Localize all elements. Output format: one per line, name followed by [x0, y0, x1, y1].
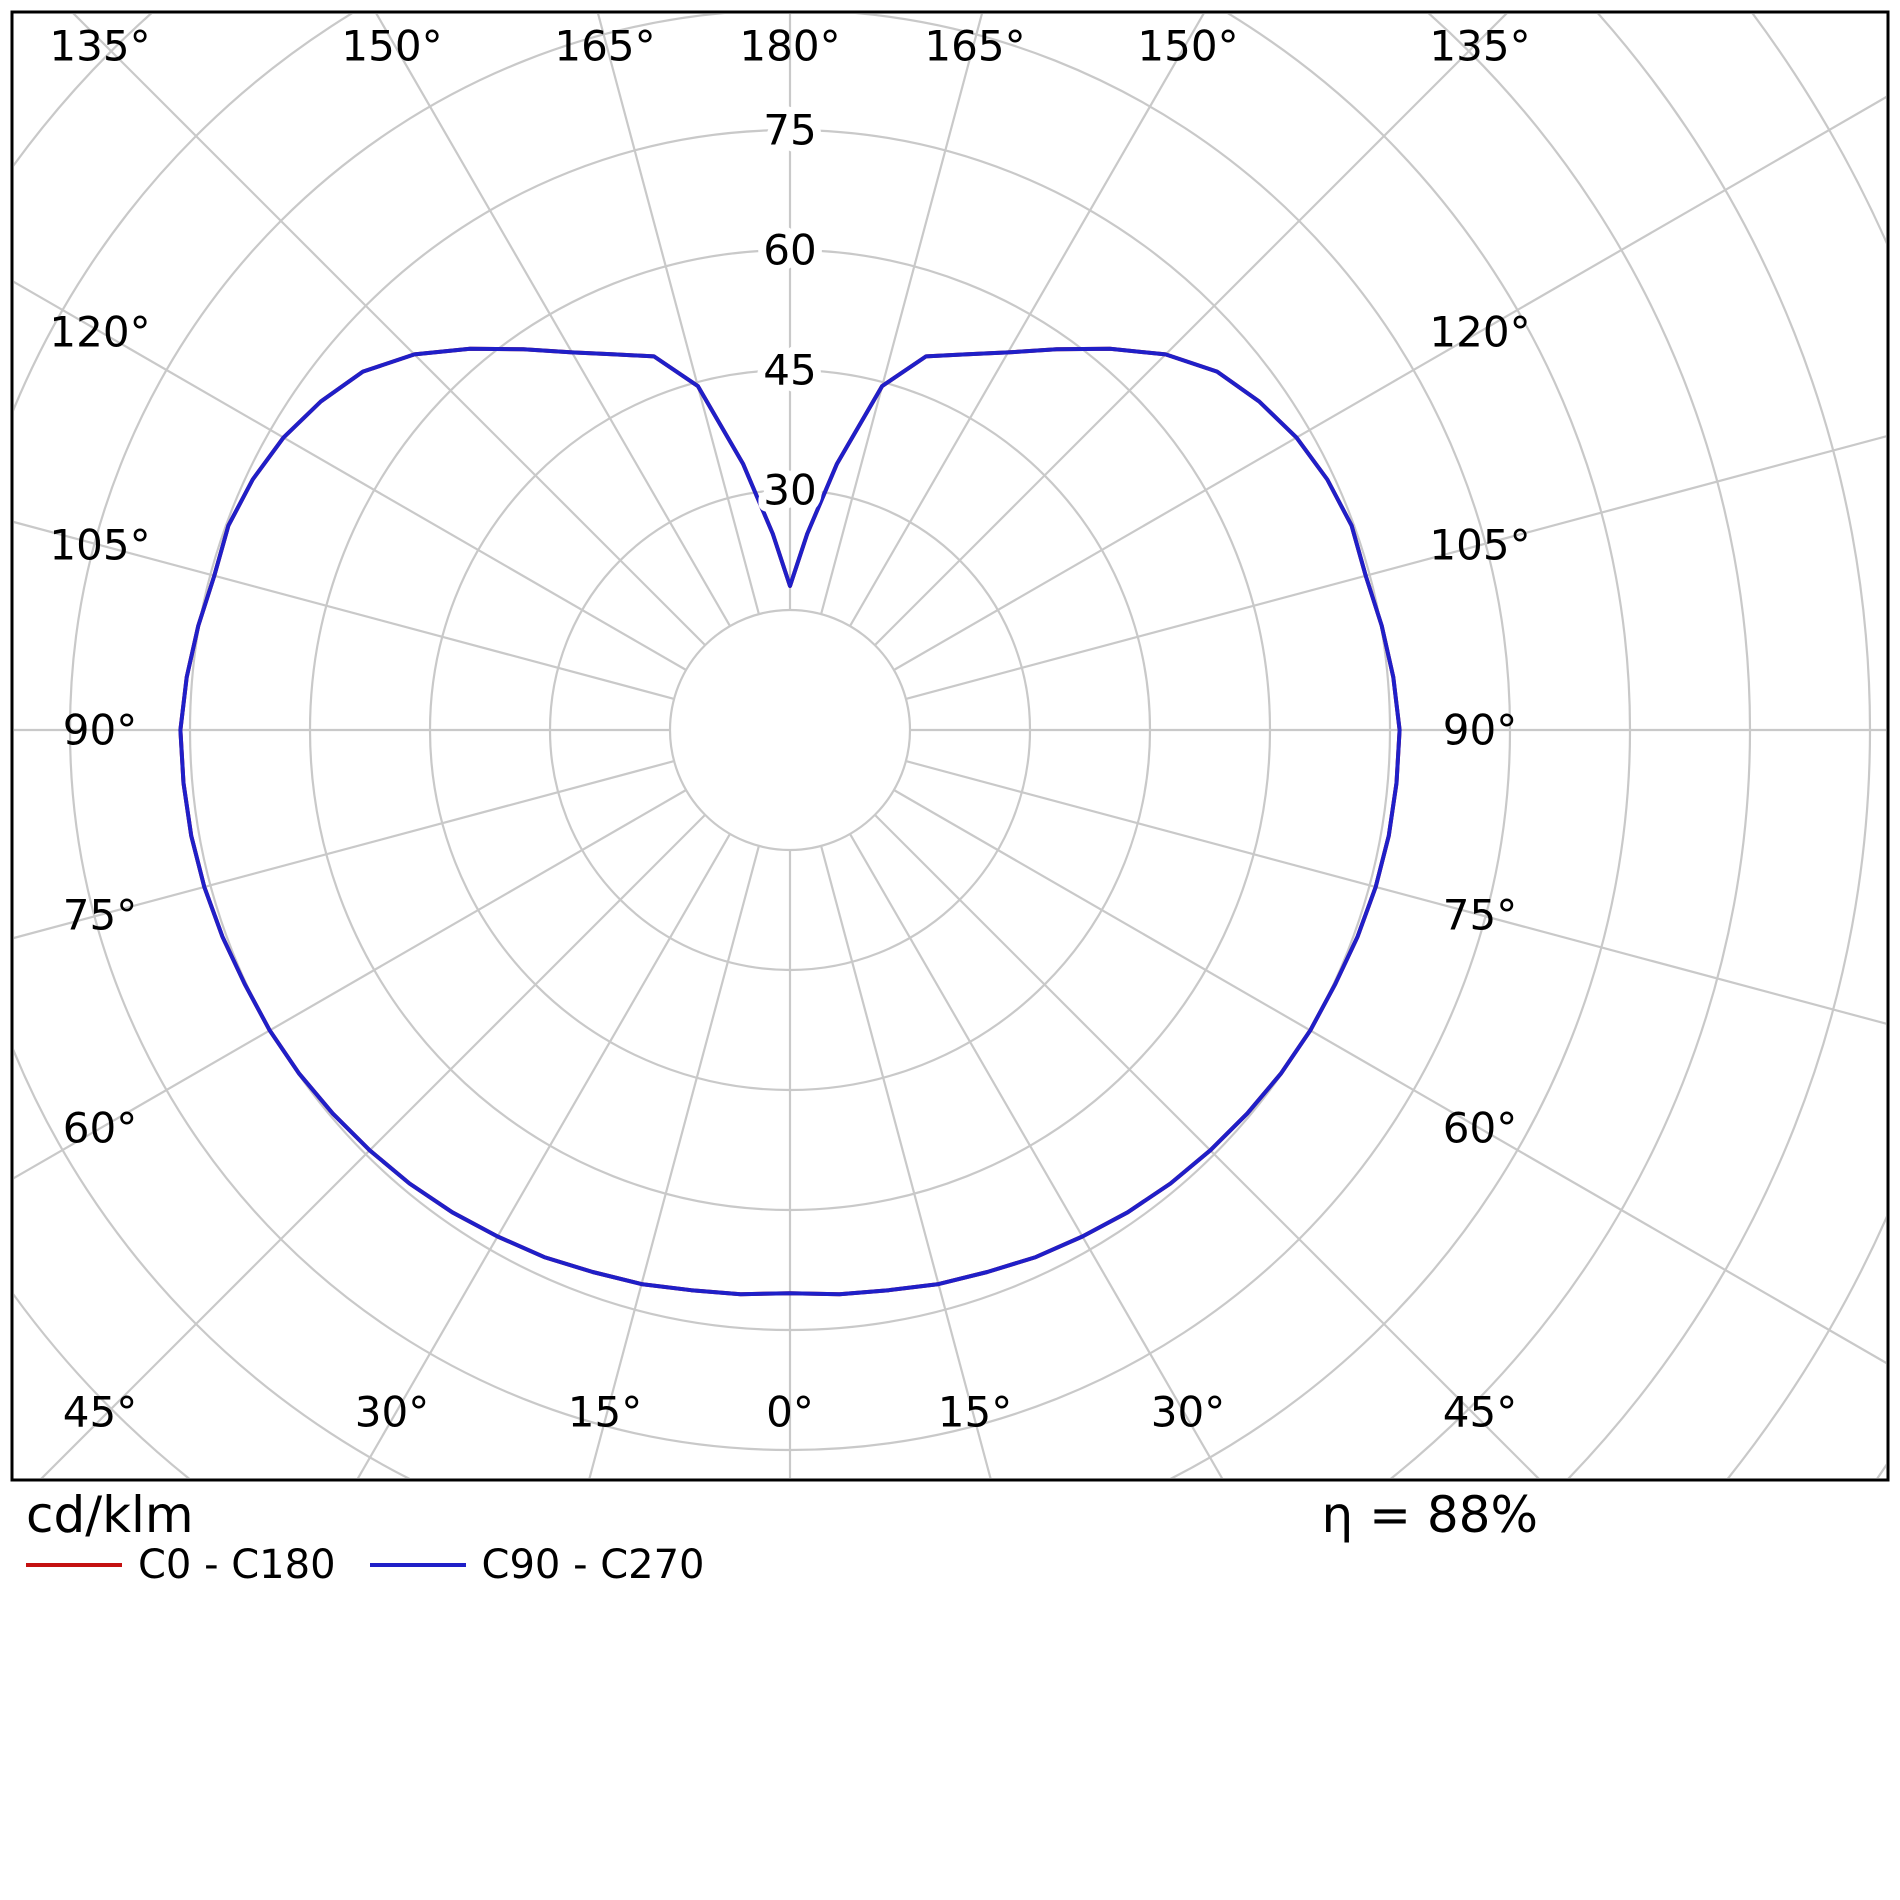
legend-swatch-c0-c180: [26, 1563, 122, 1567]
angle-label-15-left: 15°: [568, 1388, 642, 1437]
polar-grid-ray: [588, 845, 760, 1478]
angle-label-150-left: 150°: [341, 22, 442, 71]
angle-label-30-right: 30°: [1151, 1388, 1225, 1437]
polar-grid-ray: [820, 14, 983, 615]
curve-C90-C270: [178, 346, 1402, 1297]
polar-grid-ray: [40, 814, 706, 1478]
plot-border: [10, 10, 1890, 1482]
radial-tick-label: 45: [763, 346, 816, 395]
polar-grid-ray: [14, 280, 687, 671]
legend-label-c90-c270: C90 - C270: [481, 1542, 705, 1588]
polar-grid-ray: [874, 814, 1540, 1478]
angle-label-90-right: 90°: [1443, 706, 1517, 755]
radial-tick-label: 75: [763, 106, 816, 155]
angle-label-0: 0°: [766, 1388, 814, 1437]
angle-label-60-left: 60°: [63, 1104, 137, 1153]
angle-label-105-right: 105°: [1429, 521, 1530, 570]
angle-label-105-left: 105°: [49, 521, 150, 570]
angle-label-60-right: 60°: [1443, 1104, 1517, 1153]
angle-label-90-left: 90°: [63, 706, 137, 755]
polar-grid-circle: [14, 14, 1751, 1478]
angle-label-120-right: 120°: [1429, 308, 1530, 357]
angle-label-165-left: 165°: [554, 22, 655, 71]
radial-tick-label: 30: [763, 466, 816, 515]
polar-grid-ray: [820, 845, 992, 1478]
polar-grid-ray: [893, 95, 1886, 671]
units-label: cd/klm: [26, 1486, 194, 1544]
angle-label-15-right: 15°: [938, 1388, 1012, 1437]
radial-tick-label: 60: [763, 226, 816, 275]
radial-tick-labels: 30 45 60 75: [755, 98, 824, 523]
legend-swatch-c90-c270: [369, 1563, 466, 1567]
polar-grid-ray: [375, 14, 731, 627]
polar-grid-ray: [597, 14, 760, 615]
angle-label-45-right: 45°: [1443, 1388, 1517, 1437]
polar-grid-ray: [14, 760, 675, 940]
angle-label-165-right: 165°: [924, 22, 1025, 71]
angle-label-30-left: 30°: [355, 1388, 429, 1437]
angle-label-45-left: 45°: [63, 1388, 137, 1437]
polar-grid-ray: [356, 833, 731, 1478]
angle-labels: 0° 15° 15° 30° 30° 45° 45° 60° 60° 75° 75° 90° 90° 10…: [49, 22, 1530, 1437]
polar-grid-ray: [905, 760, 1886, 1025]
angle-label-75-left: 75°: [63, 891, 137, 940]
efficiency-value: η = 88%: [1321, 1486, 1538, 1544]
polar-grid-ray: [905, 435, 1886, 700]
angle-label-135-left: 135°: [49, 22, 150, 71]
angle-label-135-right: 135°: [1429, 22, 1530, 71]
polar-grid-circle: [668, 608, 912, 852]
angle-label-120-left: 120°: [49, 308, 150, 357]
legend-item-c90-c270: C90 - C270: [369, 1542, 705, 1588]
angle-label-150-right: 150°: [1137, 22, 1238, 71]
polar-grid-ray: [893, 789, 1886, 1365]
angle-label-75-right: 75°: [1443, 891, 1517, 940]
polar-grid-ray: [849, 833, 1224, 1478]
legend-label-c0-c180: C0 - C180: [138, 1542, 336, 1588]
polar-grid-ray: [14, 789, 687, 1180]
angle-label-180: 180°: [739, 22, 840, 71]
polar-grid-ray: [72, 14, 706, 646]
legend-item-c0-c180: C0 - C180: [26, 1542, 336, 1588]
intensity-curves: [178, 346, 1402, 1297]
polar-grid-ray: [849, 14, 1205, 627]
polar-grid-ray: [874, 14, 1508, 646]
polar-grid-ray: [14, 520, 675, 700]
legend: C0 - C180 C90 - C270: [26, 1542, 705, 1588]
